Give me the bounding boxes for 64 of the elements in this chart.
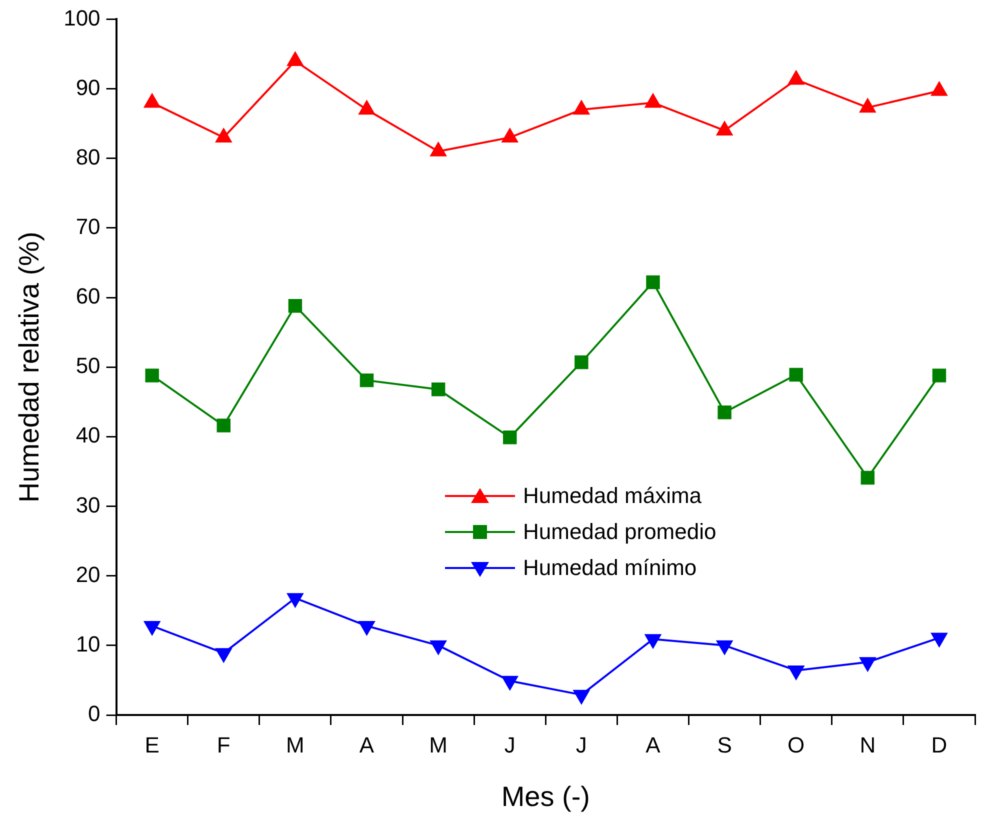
x-tick-label: A <box>646 732 661 758</box>
point <box>286 593 304 608</box>
point <box>215 648 232 663</box>
x-tick-label: M <box>429 732 448 758</box>
point <box>358 100 376 115</box>
point <box>574 355 588 370</box>
point <box>573 690 590 704</box>
y-tick-label: 80 <box>76 144 100 170</box>
point <box>286 51 304 66</box>
point <box>430 640 447 655</box>
x-tick-label: D <box>931 732 948 758</box>
point <box>859 657 876 672</box>
point <box>144 620 160 636</box>
x-tick-label: N <box>860 732 876 758</box>
point <box>358 620 376 636</box>
y-tick-label: 100 <box>64 5 100 30</box>
point <box>644 634 662 649</box>
y-tick-label: 20 <box>76 562 100 587</box>
point <box>431 382 446 396</box>
point <box>930 632 948 648</box>
point <box>502 676 518 690</box>
point <box>360 373 374 388</box>
point <box>145 368 159 382</box>
y-tick-label: 50 <box>76 353 100 378</box>
point <box>716 640 733 655</box>
y-tick-label: 0 <box>88 701 100 726</box>
y-tick-label: 70 <box>76 214 100 240</box>
x-tick-label: J <box>576 732 587 758</box>
legend-label: Humedad promedio <box>523 519 716 545</box>
point <box>788 70 804 85</box>
y-tick-label: 60 <box>76 284 100 309</box>
x-tick-label: E <box>144 732 160 758</box>
point <box>860 470 875 485</box>
point <box>646 275 660 290</box>
point <box>644 93 662 108</box>
point <box>573 100 590 115</box>
y-tick-label: 30 <box>76 492 100 518</box>
point <box>789 368 803 382</box>
y-axis-title: Humedad relativa (%) <box>14 232 45 502</box>
y-tick-label: 10 <box>76 631 100 656</box>
x-tick-label: M <box>286 732 304 758</box>
x-tick-label: O <box>788 732 805 758</box>
point <box>930 81 948 96</box>
point <box>932 368 946 382</box>
y-tick-label: 90 <box>76 74 100 100</box>
point <box>288 299 302 313</box>
x-axis-title: Mes (-) <box>501 780 590 812</box>
legend-label: Humedad máxima <box>523 483 702 509</box>
point <box>216 418 231 432</box>
point <box>144 93 160 108</box>
legend-label: Humedad mínimo <box>523 555 697 581</box>
y-tick-label: 40 <box>76 422 100 448</box>
x-tick-label: S <box>717 732 732 758</box>
point <box>215 128 232 142</box>
x-tick-label: J <box>504 732 516 758</box>
point <box>718 405 732 420</box>
x-tick-label: F <box>216 732 230 758</box>
x-tick-label: A <box>359 732 374 758</box>
point <box>859 98 876 113</box>
point <box>430 142 447 156</box>
point <box>502 128 518 142</box>
point <box>716 121 733 136</box>
point <box>788 665 804 680</box>
point <box>503 430 517 444</box>
